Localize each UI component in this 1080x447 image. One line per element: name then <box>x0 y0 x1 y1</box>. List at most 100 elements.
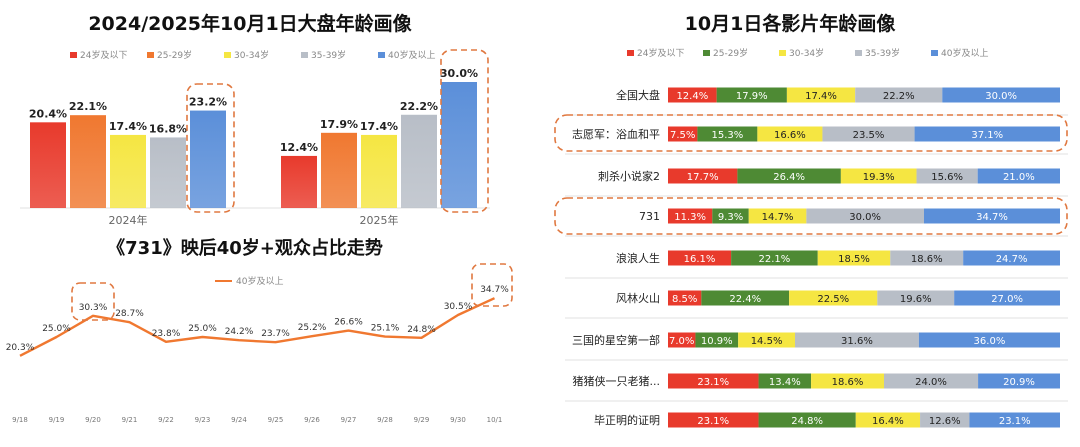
film-chart-title: 10月1日各影片年龄画像 <box>685 12 897 35</box>
film-segment-label: 17.4% <box>805 91 837 102</box>
film-segment-24岁及以下 <box>668 412 759 428</box>
film-segment-label: 18.5% <box>838 254 870 265</box>
category-label: 2025年 <box>360 213 399 227</box>
trend-point-label: 23.7% <box>261 329 290 339</box>
trend-chart-title: 《731》映后40岁+观众占比走势 <box>107 237 383 259</box>
film-segment-35-39岁 <box>822 126 915 142</box>
bar-value-label: 17.9% <box>320 118 358 131</box>
film-row-label: 731 <box>639 210 660 223</box>
x-tick-label: 9/29 <box>414 416 430 424</box>
film-segment-25-29岁 <box>716 87 787 103</box>
film-segment-30-34岁 <box>738 332 796 348</box>
film-row-label: 毕正明的证明 <box>594 413 660 427</box>
film-row-label: 刺杀小说家2 <box>598 169 660 183</box>
trend-line-chart: 《731》映后40岁+观众占比走势 40岁及以上 20.3% 25.0% 30.3%… <box>6 237 513 424</box>
overall-age-bar-chart: 2024/2025年10月1日大盘年龄画像 24岁及以下 25-29岁 30-34岁… <box>20 12 490 227</box>
overall-chart-title: 2024/2025年10月1日大盘年龄画像 <box>88 12 412 35</box>
film-segment-label: 7.5% <box>670 130 695 141</box>
bar-value-label: 22.1% <box>69 100 107 113</box>
film-segment-25-29岁 <box>737 168 841 184</box>
legend-label: 25-29岁 <box>713 47 748 59</box>
bar-2025年-24岁及以下 <box>281 155 317 208</box>
bar-2025年-40岁及以上 <box>441 82 477 208</box>
trend-point-label: 24.2% <box>225 327 254 337</box>
x-tick-label: 9/22 <box>158 416 174 424</box>
bar-value-label: 22.2% <box>400 100 438 113</box>
film-segment-35-39岁 <box>916 168 978 184</box>
film-segment-label: 27.0% <box>991 294 1023 305</box>
film-segment-24岁及以下 <box>668 290 702 306</box>
film-segment-25-29岁 <box>731 250 818 266</box>
trend-point-label: 25.0% <box>188 324 217 334</box>
trend-point-label: 30.5% <box>444 302 473 312</box>
film-segment-25-29岁 <box>697 126 758 142</box>
film-segment-30-34岁 <box>840 168 917 184</box>
film-segment-label: 34.7% <box>976 212 1008 223</box>
legend-label: 35-39岁 <box>311 49 346 61</box>
x-tick-label: 9/26 <box>304 416 320 424</box>
highlight-box-2025-40plus <box>440 49 489 213</box>
trend-chart-x-axis: 9/18 9/19 9/20 9/21 9/22 9/23 9/24 9/25 9/26 9/27… <box>12 416 502 424</box>
bar-value-label: 23.2% <box>189 96 227 109</box>
film-segment-30-34岁 <box>817 250 891 266</box>
film-segment-35-39岁 <box>806 208 924 224</box>
x-tick-label: 9/27 <box>341 416 357 424</box>
film-segment-40岁及以上 <box>914 126 1060 142</box>
x-tick-label: 9/19 <box>49 416 65 424</box>
bar-2024年-40岁及以上 <box>190 110 226 208</box>
legend-swatch <box>70 52 77 58</box>
film-segment-35-39岁 <box>877 290 955 306</box>
film-segment-35-39岁 <box>920 412 970 428</box>
bar-2024年-24岁及以下 <box>30 122 66 208</box>
legend-label: 30-34岁 <box>789 47 824 59</box>
film-segment-30-34岁 <box>786 87 856 103</box>
film-segment-label: 23.1% <box>697 416 729 427</box>
legend-swatch <box>931 50 938 56</box>
film-segment-25-29岁 <box>695 332 739 348</box>
film-segment-label: 21.0% <box>1003 172 1035 183</box>
legend-swatch <box>224 52 231 58</box>
film-segment-25-29岁 <box>701 290 790 306</box>
film-segment-label: 20.9% <box>1003 377 1035 388</box>
film-chart-rows: 全国大盘 12.4% 17.9% 17.4% 22.2% 30.0% 志愿军：浴血和平 7.5… <box>565 87 1068 428</box>
film-segment-40岁及以上 <box>963 250 1060 266</box>
trend-series-line <box>19 297 496 357</box>
film-row-label: 三国的星空第一部 <box>572 333 660 347</box>
film-segment-35-39岁 <box>795 332 919 348</box>
bar-2025年-35-39岁 <box>401 114 437 208</box>
legend-label: 24岁及以下 <box>637 47 684 59</box>
legend-label: 24岁及以下 <box>80 49 127 61</box>
film-segment-label: 17.7% <box>687 172 719 183</box>
film-row-label: 志愿军：浴血和平 <box>572 127 660 141</box>
film-segment-40岁及以上 <box>978 373 1060 389</box>
legend-swatch <box>378 52 385 58</box>
film-segment-24岁及以下 <box>668 87 717 103</box>
bar-value-label: 17.4% <box>360 120 398 133</box>
trend-point-label: 25.1% <box>371 324 400 334</box>
film-segment-40岁及以上 <box>923 208 1060 224</box>
film-segment-40岁及以上 <box>977 168 1060 184</box>
film-segment-label: 18.6% <box>911 254 943 265</box>
film-chart-legend: 24岁及以下 25-29岁 30-34岁 35-39岁 40岁及以上 <box>627 47 988 59</box>
trend-point-label: 23.8% <box>152 329 181 339</box>
film-segment-label: 23.1% <box>999 416 1031 427</box>
film-segment-35-39岁 <box>855 87 943 103</box>
film-segment-24岁及以下 <box>668 332 696 348</box>
film-segment-label: 11.3% <box>674 212 706 223</box>
film-segment-24岁及以下 <box>668 208 713 224</box>
legend-swatch <box>301 52 308 58</box>
film-segment-35-39岁 <box>890 250 964 266</box>
film-segment-label: 10.9% <box>701 336 733 347</box>
film-segment-30-34岁 <box>811 373 884 389</box>
legend-swatch <box>855 50 862 56</box>
bar-2025年-30-34岁 <box>361 134 397 208</box>
x-tick-label: 9/30 <box>450 416 466 424</box>
film-segment-label: 24.7% <box>996 254 1028 265</box>
film-segment-35-39岁 <box>883 373 979 389</box>
bar-2024年-35-39岁 <box>150 137 186 208</box>
highlight-box-10-1 <box>471 263 513 307</box>
film-segment-30-34岁 <box>789 290 878 306</box>
film-age-stacked-chart: 10月1日各影片年龄画像 24岁及以下 25-29岁 30-34岁 35-39岁 40岁… <box>554 12 1068 428</box>
film-segment-label: 19.3% <box>863 172 895 183</box>
